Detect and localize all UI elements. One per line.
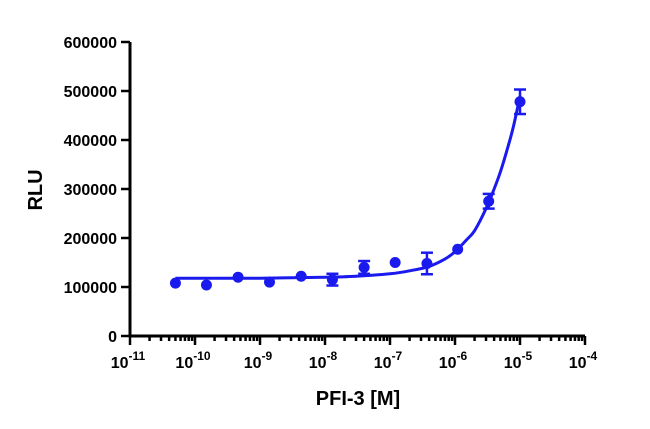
y-axis: 0 100000 200000 300000 400000 500000 600000 bbox=[64, 35, 132, 346]
data-point bbox=[232, 271, 244, 283]
data-point bbox=[514, 96, 526, 108]
data-point bbox=[169, 277, 181, 289]
data-point bbox=[452, 243, 464, 255]
data-point bbox=[421, 257, 433, 269]
x-axis-title: PFI-3 [M] bbox=[316, 388, 400, 410]
x-tick-label: 10-7 bbox=[374, 349, 403, 372]
data-point bbox=[483, 195, 495, 207]
data-point bbox=[200, 279, 212, 291]
y-axis-title: RLU bbox=[25, 169, 47, 210]
fit-curve bbox=[175, 95, 522, 280]
x-tick-label: 10-6 bbox=[439, 349, 468, 372]
x-axis: 10-11 10-10 10-9 10-8 10-7 10-6 10-5 10-4 bbox=[111, 334, 598, 372]
y-tick-label: 500000 bbox=[64, 84, 117, 101]
data-points-layer bbox=[169, 88, 526, 291]
data-point bbox=[326, 274, 338, 286]
y-tick-label: 0 bbox=[108, 329, 117, 346]
x-tick-label: 10-9 bbox=[244, 349, 273, 372]
x-tick-label: 10-11 bbox=[111, 349, 146, 372]
data-point bbox=[295, 270, 307, 282]
fit-curve-layer bbox=[175, 95, 522, 280]
y-tick-label: 600000 bbox=[64, 35, 117, 52]
data-point bbox=[263, 276, 275, 288]
y-tick-label: 200000 bbox=[64, 231, 117, 248]
x-tick-label: 10-8 bbox=[309, 349, 338, 372]
y-tick-label: 400000 bbox=[64, 133, 117, 150]
y-tick-label: 100000 bbox=[64, 280, 117, 297]
x-tick-label: 10-10 bbox=[175, 349, 210, 372]
y-tick-label: 300000 bbox=[64, 182, 117, 199]
x-tick-label: 10-4 bbox=[569, 349, 598, 372]
data-point bbox=[389, 257, 401, 268]
data-point bbox=[358, 261, 370, 273]
x-tick-label: 10-5 bbox=[504, 349, 533, 372]
